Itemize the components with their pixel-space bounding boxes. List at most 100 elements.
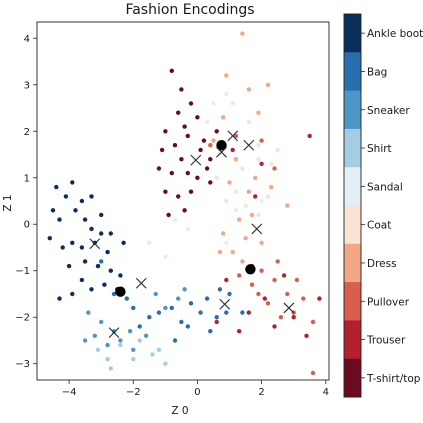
data-point-9 [208,157,213,162]
data-point-2 [127,329,133,334]
data-point-9 [204,166,210,171]
data-point-7 [278,315,284,320]
data-point-0 [47,236,52,241]
data-point-4 [233,208,239,213]
cross-marker [89,238,101,250]
data-point-7 [256,291,261,297]
data-point-9 [169,68,174,74]
colorbar-label: Sneaker [367,105,410,117]
data-point-9 [166,212,171,218]
data-point-0 [57,296,62,301]
data-point-5 [269,161,274,166]
data-point-2 [143,333,149,338]
cross-marker [283,302,295,314]
colorbar-segment [344,358,361,398]
colorbar-segment [344,167,361,206]
data-point-0 [92,240,98,245]
data-point-9 [182,124,187,129]
data-point-8 [281,273,287,278]
data-point-0 [118,273,123,278]
data-point-6 [243,236,248,241]
data-point-0 [70,240,75,245]
data-point-1 [214,315,219,320]
data-point-7 [272,277,277,283]
y-tick-label: 3 [24,80,30,91]
plot-frame [36,21,330,381]
data-point-7 [310,370,316,376]
data-point-9 [188,189,194,194]
x-axis: −4 −2 0 2 4 [62,380,329,398]
data-point-9 [169,170,174,176]
colorbar-label: Sandal [367,181,403,193]
data-point-2 [118,338,123,343]
data-point-6 [265,82,271,88]
data-point-1 [224,310,229,315]
data-point-5 [224,198,229,204]
colorbar-label: Coat [367,220,391,232]
data-point-7 [310,319,316,325]
colorbar-frame [343,13,362,398]
colorbar-segment [344,128,361,168]
y-tick-label: 4 [24,34,30,45]
data-point-7 [233,133,239,139]
data-point-7 [265,301,271,306]
cross-marker [219,298,231,310]
data-point-9 [201,138,207,143]
centroid-layer [115,140,256,297]
points-layer [47,31,322,376]
data-point-8 [291,315,296,320]
colorbar-segment [344,90,361,130]
colorbar-label: T-shirt/top [366,373,421,385]
data-point-3 [95,347,101,352]
x-tick-label: 0 [194,387,200,398]
data-point-6 [217,249,223,255]
data-point-9 [198,147,203,153]
cross-marker [108,327,120,338]
data-point-5 [256,143,261,148]
data-point-0 [82,217,88,222]
data-point-7 [285,291,290,297]
data-point-0 [57,217,62,222]
data-point-9 [163,189,168,194]
data-point-0 [70,180,75,185]
data-point-3 [163,361,168,366]
y-axis: −3 −2 −1 0 1 2 3 4 [15,34,37,370]
data-point-0 [89,226,94,232]
y-tick-label: −3 [15,359,30,370]
data-point-9 [185,133,190,139]
data-point-6 [230,249,235,255]
data-point-3 [105,356,110,362]
data-point-4 [185,226,190,232]
data-point-3 [131,356,136,362]
data-point-9 [195,175,200,180]
data-point-0 [108,231,114,236]
data-point-8 [224,277,229,283]
data-point-6 [211,138,216,143]
data-point-5 [265,194,271,199]
y-tick-label: 0 [24,220,30,231]
data-point-8 [307,133,312,139]
data-point-7 [259,138,264,143]
x-tick-label: 2 [258,387,264,398]
data-point-9 [185,170,190,176]
cross-marker [190,154,202,166]
data-point-8 [246,310,251,315]
data-point-6 [246,87,251,92]
data-point-2 [182,287,187,292]
data-point-2 [111,329,117,334]
data-point-6 [224,73,229,78]
data-point-7 [272,166,277,171]
data-point-1 [156,310,162,315]
data-point-6 [227,180,232,185]
colorbar-segment [344,282,361,321]
data-point-9 [188,101,194,106]
data-point-8 [317,296,322,301]
cross-marker [135,277,147,289]
data-point-0 [99,212,104,218]
data-point-2 [153,291,158,297]
y-axis-label: Z 1 [2,194,14,211]
data-point-4 [224,240,229,245]
centroid-marker [216,140,227,151]
data-point-0 [105,249,110,255]
data-point-8 [272,324,277,329]
